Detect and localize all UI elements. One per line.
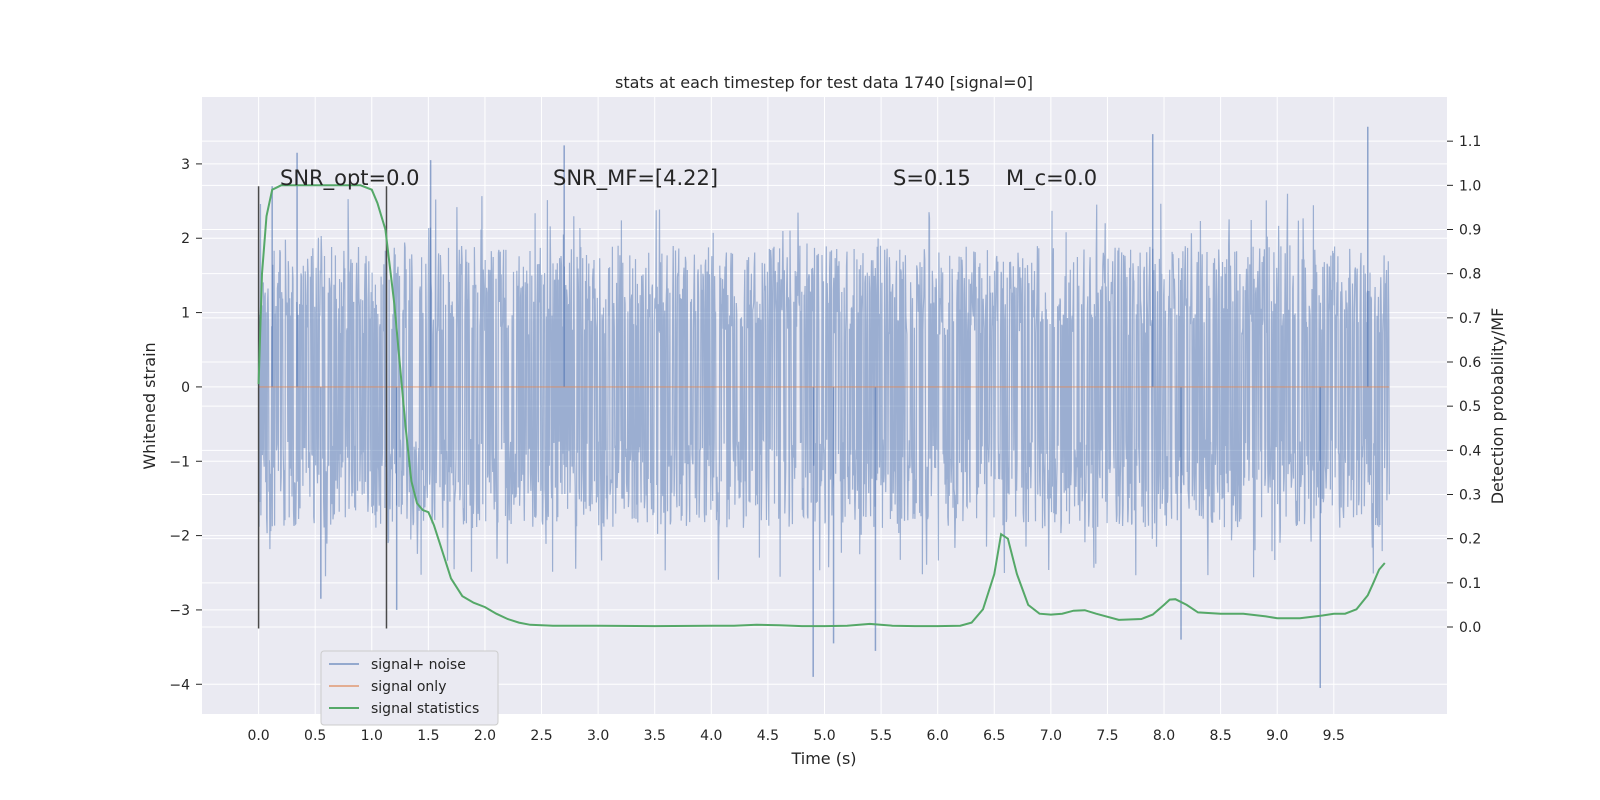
y-tick-label: 1 xyxy=(181,306,190,322)
noise-trace xyxy=(258,193,1390,580)
y2-tick-label: 0.2 xyxy=(1459,532,1481,548)
series-signal-statistics xyxy=(257,184,1386,628)
x-tick-label: 8.5 xyxy=(1210,728,1232,744)
x-tick-label: 6.0 xyxy=(927,728,949,744)
y-tick-label: −4 xyxy=(169,677,190,693)
y2-tick-label: 0.9 xyxy=(1459,222,1481,238)
x-tick-label: 4.0 xyxy=(700,728,722,744)
x-tick-label: 2.5 xyxy=(530,728,552,744)
y2-axis-label: Detection probability/MF xyxy=(1488,308,1507,505)
annotations: SNR_opt=0.0 SNR_MF=[4.22] S=0.15 M_c=0.0 xyxy=(280,166,1097,191)
annotation-mc: M_c=0.0 xyxy=(1006,166,1097,191)
y-tick-label: 2 xyxy=(181,231,190,247)
x-tick-label: 5.5 xyxy=(870,728,892,744)
chart-title: stats at each timestep for test data 174… xyxy=(615,73,1033,92)
x-tick-label: 7.5 xyxy=(1096,728,1118,744)
x-tick-label: 6.5 xyxy=(983,728,1005,744)
y-tick-label: 3 xyxy=(181,157,190,173)
y2-tick-label: 0.8 xyxy=(1459,267,1481,283)
x-tick-label: 5.0 xyxy=(813,728,835,744)
x-tick-label: 4.5 xyxy=(757,728,779,744)
x-tick-label: 9.5 xyxy=(1323,728,1345,744)
legend-label-signal-only: signal only xyxy=(371,679,446,695)
y2-tick-label: 0.7 xyxy=(1459,311,1481,327)
vertical-markers xyxy=(257,186,388,629)
legend-box xyxy=(320,650,499,726)
y2-tick-label: 0.0 xyxy=(1459,620,1481,636)
x-tick-label: 2.0 xyxy=(474,728,496,744)
y2-tick-label: 0.1 xyxy=(1459,576,1481,592)
y2-tick-label: 0.5 xyxy=(1459,399,1481,415)
x-tick-label: 8.0 xyxy=(1153,728,1175,744)
y2-tick-label: 1.0 xyxy=(1459,178,1481,194)
annotation-snr-opt: SNR_opt=0.0 xyxy=(280,166,420,191)
legend-label-signal-statistics: signal statistics xyxy=(371,701,479,717)
legend: signal+ noise signal only signal statist… xyxy=(320,650,499,726)
x-tick-label: 9.0 xyxy=(1266,728,1288,744)
y2-tick-label: 0.4 xyxy=(1459,443,1481,459)
y-tick-label: 0 xyxy=(181,380,190,396)
x-axis-label: Time (s) xyxy=(790,749,856,768)
x-tick-label: 7.0 xyxy=(1040,728,1062,744)
x-tick-label: 3.5 xyxy=(644,728,666,744)
annotation-s: S=0.15 xyxy=(893,166,971,190)
legend-label-signal-noise: signal+ noise xyxy=(371,657,466,673)
annotation-snr-mf: SNR_MF=[4.22] xyxy=(553,166,718,191)
x-tick-label: 0.0 xyxy=(247,728,269,744)
y-tick-label: −1 xyxy=(169,454,190,470)
tick-labels: 0.0 0.5 1.0 1.5 2.0 2.5 3.0 3.5 4.0 4.5 5.0 5.5 6.0 6… xyxy=(169,134,1481,744)
x-tick-label: 1.0 xyxy=(361,728,383,744)
signal-statistics-line xyxy=(257,184,1386,628)
y2-tick-label: 0.3 xyxy=(1459,487,1481,503)
y-axis-label: Whitened strain xyxy=(140,342,159,469)
x-tick-label: 3.0 xyxy=(587,728,609,744)
y2-tick-label: 1.1 xyxy=(1459,134,1481,150)
y-tick-label: −3 xyxy=(169,603,190,619)
x-tick-label: 1.5 xyxy=(417,728,439,744)
y-tick-label: −2 xyxy=(169,529,190,545)
x-tick-label: 0.5 xyxy=(304,728,326,744)
y2-tick-label: 0.6 xyxy=(1459,355,1481,371)
series-signal-noise xyxy=(258,126,1390,688)
